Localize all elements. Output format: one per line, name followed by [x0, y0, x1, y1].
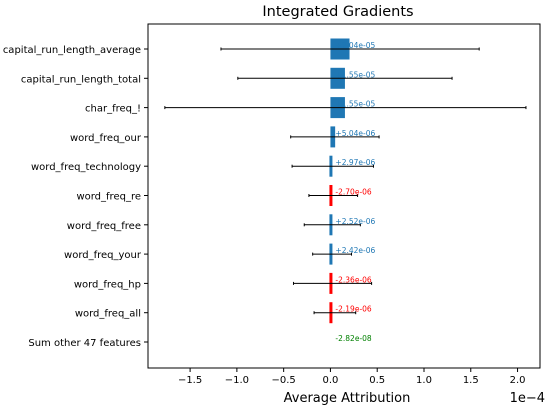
x-axis-scale-label: 1e−4: [510, 391, 545, 406]
y-tick-label: Sum other 47 features: [28, 338, 141, 349]
y-tick-label: word_freq_re: [76, 192, 141, 203]
data-label: -2.82e-08: [335, 334, 371, 343]
data-label: +5.04e-06: [335, 129, 375, 138]
data-label: -2.70e-06: [335, 188, 371, 197]
y-tick-label: word_freq_all: [75, 309, 141, 320]
x-axis-label: Average Attribution: [284, 391, 411, 406]
plot-frame: [147, 23, 541, 369]
x-tick-label: −1.5: [178, 375, 202, 386]
data-label: +2.52e-06: [335, 217, 375, 226]
y-tick-label: capital_run_length_average: [3, 45, 141, 56]
data-label: +2.42e-06: [335, 246, 375, 255]
x-tick-label: 0.5: [369, 375, 385, 386]
data-label: -2.19e-06: [335, 305, 371, 314]
x-tick-label: 2.0: [510, 375, 526, 386]
y-tick-label: word_freq_our: [70, 133, 142, 144]
x-tick-label: 1.5: [463, 375, 479, 386]
y-tick-label: word_freq_your: [64, 250, 142, 261]
data-label: +2.04e-05: [335, 41, 375, 50]
plot-area: capital_run_length_average +2.04e-05 capit…: [3, 38, 527, 386]
chart-title: Integrated Gradients: [262, 4, 413, 20]
x-tick-label: −0.5: [272, 375, 296, 386]
x-tick-label: −1.0: [225, 375, 249, 386]
data-label: -2.36e-06: [335, 275, 371, 284]
y-tick-label: word_freq_technology: [31, 162, 141, 173]
data-label: +1.55e-05: [335, 100, 375, 109]
y-tick-label: word_freq_hp: [74, 279, 141, 290]
data-label: +2.97e-06: [335, 158, 375, 167]
x-tick-label: 1.0: [416, 375, 432, 386]
y-tick-label: word_freq_free: [67, 221, 141, 232]
y-tick-label: char_freq_!: [85, 104, 141, 115]
data-label: +1.55e-05: [335, 70, 375, 79]
y-tick-label: capital_run_length_total: [21, 74, 141, 85]
x-tick-label: 0.0: [322, 375, 338, 386]
